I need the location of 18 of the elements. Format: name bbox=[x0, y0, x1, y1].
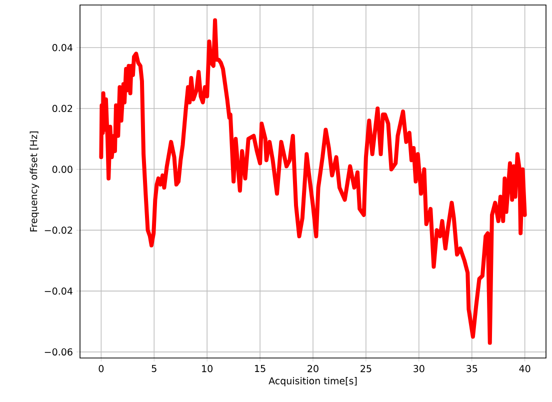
x-tick-label: 35 bbox=[466, 365, 478, 372]
x-tick-label: 40 bbox=[519, 365, 530, 372]
y-tick-label: 0.00 bbox=[52, 166, 72, 173]
x-tick-label: 30 bbox=[414, 365, 424, 372]
line-series bbox=[99, 18, 527, 345]
x-tick-label: 5 bbox=[152, 365, 156, 372]
y-tick-label: −0.06 bbox=[44, 348, 72, 356]
y-tick-label: −0.04 bbox=[44, 287, 72, 295]
x-axis-title: Acquisition time[s] bbox=[268, 377, 357, 386]
x-tick-label: 0 bbox=[98, 365, 104, 372]
x-tick-label: 10 bbox=[202, 365, 212, 372]
y-axis-title: Frequency offset [Hz] bbox=[30, 132, 40, 232]
y-tick-label: 0.02 bbox=[52, 104, 72, 112]
y-tick-label: −0.02 bbox=[44, 226, 72, 234]
x-tick-label: 20 bbox=[308, 365, 318, 372]
x-tick-label: 15 bbox=[255, 365, 266, 372]
x-tick-label: 25 bbox=[360, 365, 372, 372]
y-tick-label: 0.04 bbox=[52, 44, 72, 52]
